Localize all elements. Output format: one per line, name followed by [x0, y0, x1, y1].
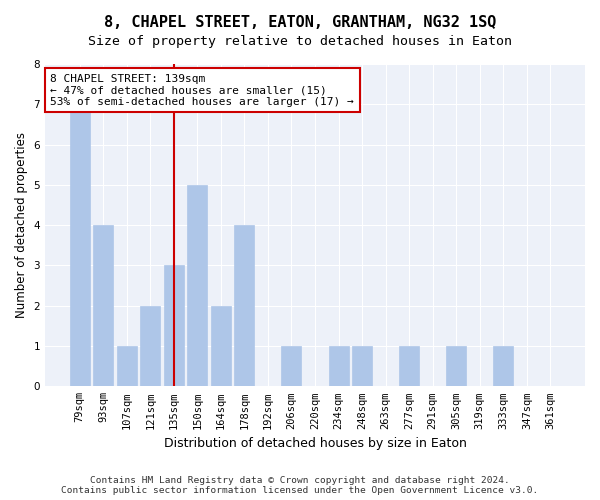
- Bar: [446, 346, 466, 387]
- Y-axis label: Number of detached properties: Number of detached properties: [15, 132, 28, 318]
- Text: Size of property relative to detached houses in Eaton: Size of property relative to detached ho…: [88, 35, 512, 48]
- Bar: [93, 225, 113, 386]
- Bar: [235, 225, 254, 386]
- Bar: [329, 346, 349, 387]
- Bar: [187, 185, 208, 386]
- Text: 8 CHAPEL STREET: 139sqm
← 47% of detached houses are smaller (15)
53% of semi-de: 8 CHAPEL STREET: 139sqm ← 47% of detache…: [50, 74, 354, 107]
- Text: 8, CHAPEL STREET, EATON, GRANTHAM, NG32 1SQ: 8, CHAPEL STREET, EATON, GRANTHAM, NG32 …: [104, 15, 496, 30]
- Bar: [399, 346, 419, 387]
- Bar: [116, 346, 137, 387]
- Bar: [211, 306, 231, 386]
- Bar: [70, 104, 89, 386]
- Bar: [164, 266, 184, 386]
- Bar: [352, 346, 372, 387]
- Bar: [281, 346, 301, 387]
- Bar: [493, 346, 514, 387]
- X-axis label: Distribution of detached houses by size in Eaton: Distribution of detached houses by size …: [164, 437, 466, 450]
- Text: Contains HM Land Registry data © Crown copyright and database right 2024.
Contai: Contains HM Land Registry data © Crown c…: [61, 476, 539, 495]
- Bar: [140, 306, 160, 386]
